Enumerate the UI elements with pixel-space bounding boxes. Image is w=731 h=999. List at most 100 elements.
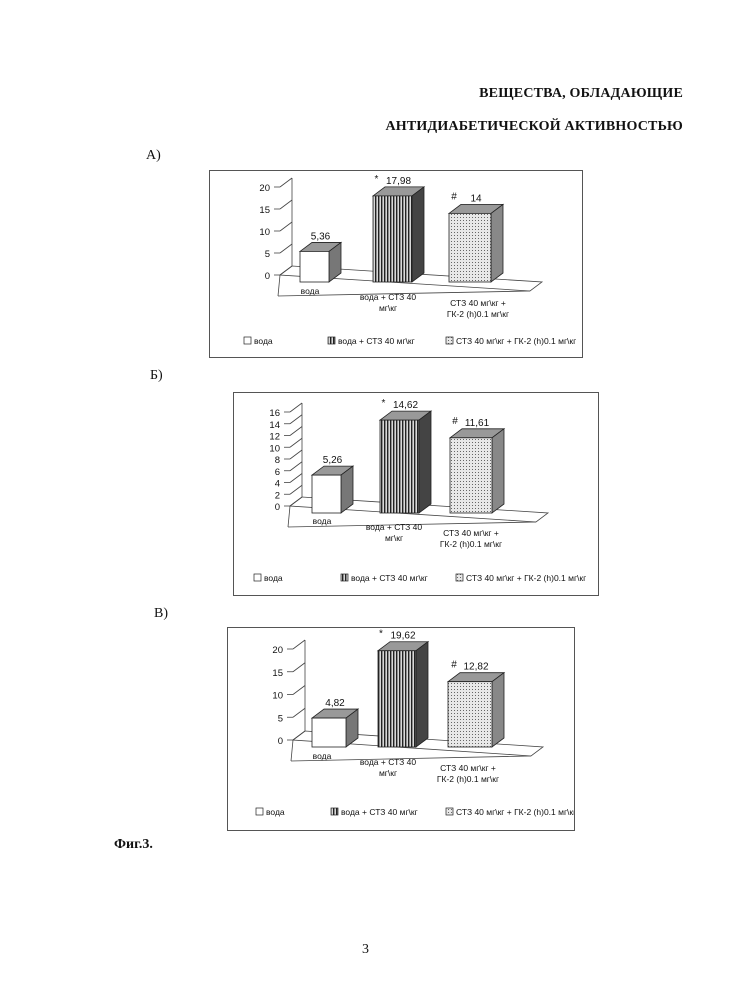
x-category-label: СТЗ 40 мг\кг +: [450, 298, 506, 308]
y-tick-depth: [293, 640, 305, 649]
legend-swatch: [328, 337, 335, 344]
y-tick-label: 16: [269, 408, 280, 419]
bar-side-face: [492, 673, 504, 747]
significance-marker: #: [451, 191, 457, 202]
x-category-label: ГК-2 (h)0.1 мг\кг: [447, 309, 509, 319]
legend-swatch: [256, 808, 263, 815]
x-category-label: вода + СТЗ 40: [360, 292, 417, 302]
bar-side-face: [492, 429, 504, 513]
x-category-label: ГК-2 (h)0.1 мг\кг: [440, 539, 502, 549]
y-tick-label: 6: [275, 467, 280, 478]
legend-label: СТЗ 40 мг\кг + ГК-2 (h)0.1 мг\кг: [466, 573, 586, 583]
chart-floor-edge: [291, 740, 293, 761]
y-tick-depth: [290, 427, 302, 436]
y-tick-label: 5: [265, 249, 270, 260]
x-category-label: вода: [313, 751, 332, 761]
panel-label-b: Б): [150, 368, 163, 384]
legend-swatch: [341, 574, 348, 581]
x-category-label: вода + СТЗ 40: [360, 757, 417, 767]
y-tick-depth: [290, 485, 302, 494]
document-title-line-2: АНТИДИАБЕТИЧЕСКОЙ АКТИВНОСТЬЮ: [385, 119, 683, 135]
x-category-label: мг\кг: [379, 768, 397, 778]
y-tick-label: 15: [272, 668, 283, 679]
legend-swatch: [446, 337, 453, 344]
y-tick-label: 5: [278, 713, 283, 724]
y-tick-depth: [280, 266, 292, 275]
bar: [300, 251, 329, 282]
bar: [380, 420, 419, 513]
legend-swatch: [446, 808, 453, 815]
panel-label-a: А): [146, 148, 161, 164]
chart-panel-c: 051015204,8219,62*12,82#водавода + СТЗ 4…: [227, 627, 575, 831]
y-tick-depth: [290, 474, 302, 483]
y-tick-label: 0: [275, 502, 280, 513]
legend-label: вода: [264, 573, 283, 583]
significance-marker: *: [375, 174, 379, 185]
y-tick-label: 10: [272, 691, 283, 702]
y-tick-label: 0: [265, 271, 270, 282]
y-tick-depth: [293, 708, 305, 717]
panel-label-c: В): [154, 606, 168, 622]
y-tick-depth: [290, 403, 302, 412]
chart-floor-edge: [288, 506, 290, 527]
y-tick-label: 20: [272, 645, 283, 656]
data-label: 12,82: [463, 662, 488, 673]
figure-caption: Фиг.3.: [114, 837, 153, 853]
legend-label: вода + СТЗ 40 мг\кг: [351, 573, 428, 583]
bar: [450, 438, 492, 513]
legend-swatch: [331, 808, 338, 815]
y-tick-depth: [280, 244, 292, 253]
y-tick-depth: [290, 462, 302, 471]
significance-marker: *: [379, 629, 383, 640]
data-label: 5,26: [323, 455, 343, 466]
y-tick-label: 4: [275, 479, 280, 490]
y-tick-label: 20: [259, 183, 270, 194]
data-label: 4,82: [325, 698, 345, 709]
document-title-line-1: ВЕЩЕСТВА, ОБЛАДАЮЩИЕ: [479, 86, 683, 102]
y-tick-depth: [293, 663, 305, 672]
x-category-label: ГК-2 (h)0.1 мг\кг: [437, 774, 499, 784]
significance-marker: #: [451, 660, 457, 671]
bar: [378, 651, 416, 747]
x-category-label: СТЗ 40 мг\кг +: [443, 528, 499, 538]
y-tick-label: 14: [269, 420, 280, 431]
bar-side-face: [419, 411, 431, 513]
x-category-label: мг\кг: [379, 303, 397, 313]
data-label: 5,36: [311, 231, 331, 242]
legend-label: СТЗ 40 мг\кг + ГК-2 (h)0.1 мг\кг: [456, 807, 574, 817]
y-tick-depth: [290, 438, 302, 447]
bar: [312, 718, 346, 747]
legend-swatch: [244, 337, 251, 344]
y-tick-depth: [293, 731, 305, 740]
chart-a-svg: 051015205,3617,98*14#водавода + СТЗ 40мг…: [210, 171, 582, 357]
y-tick-label: 10: [259, 227, 270, 238]
chart-b-svg: 02468101214165,2614,62*11,61#водавода + …: [234, 393, 598, 595]
y-tick-depth: [280, 222, 292, 231]
bar: [312, 475, 341, 513]
y-tick-label: 8: [275, 455, 280, 466]
x-category-label: вода: [313, 516, 332, 526]
data-label: 19,62: [390, 631, 415, 642]
legend-label: вода: [254, 336, 273, 346]
bar: [373, 196, 412, 282]
data-label: 14: [470, 193, 482, 204]
bar-side-face: [412, 187, 424, 282]
bar-side-face: [416, 642, 428, 747]
bar-side-face: [491, 204, 503, 282]
legend-label: вода: [266, 807, 285, 817]
chart-c-svg: 051015204,8219,62*12,82#водавода + СТЗ 4…: [228, 628, 574, 830]
page-number: 3: [0, 942, 731, 958]
y-tick-label: 15: [259, 205, 270, 216]
data-label: 11,61: [465, 418, 490, 429]
y-tick-label: 10: [269, 443, 280, 454]
bar: [449, 213, 491, 282]
chart-panel-b: 02468101214165,2614,62*11,61#водавода + …: [233, 392, 599, 596]
legend-label: СТЗ 40 мг\кг + ГК-2 (h)0.1 мг\кг: [456, 336, 576, 346]
y-tick-depth: [280, 178, 292, 187]
y-tick-depth: [290, 497, 302, 506]
legend-swatch: [456, 574, 463, 581]
chart-panel-a: 051015205,3617,98*14#водавода + СТЗ 40мг…: [209, 170, 583, 358]
significance-marker: #: [452, 416, 458, 427]
bar: [448, 682, 492, 747]
x-category-label: вода: [301, 286, 320, 296]
